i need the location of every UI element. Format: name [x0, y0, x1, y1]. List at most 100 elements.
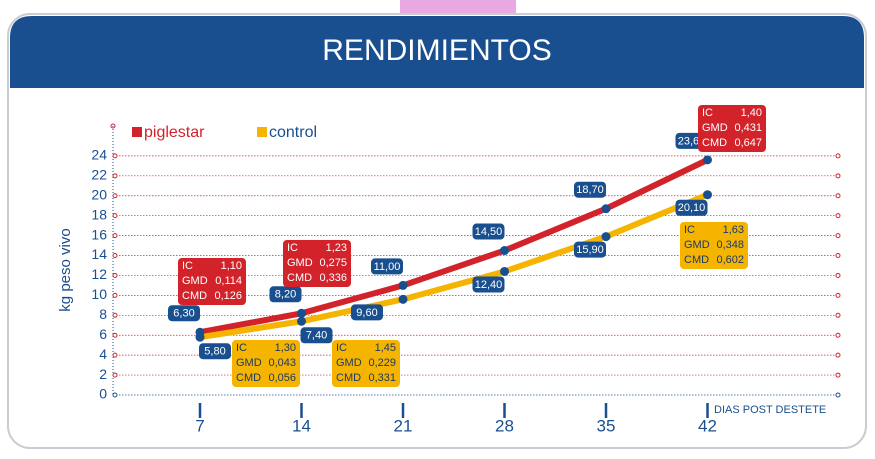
x-tick-label: 28: [495, 416, 514, 435]
value-label-box: [472, 223, 505, 240]
y-tick-label: 4: [99, 346, 107, 362]
value-label-box: [168, 305, 200, 322]
point: [195, 332, 205, 342]
annotation: IC 1,63 GMD 0,348 CMD 0,602: [680, 222, 748, 269]
x-tick-label: 21: [394, 416, 413, 435]
annotation-value: 0,056: [268, 372, 296, 384]
value-label: 20,10: [678, 202, 706, 214]
value-label: 5,80: [204, 346, 225, 358]
grid-end: [835, 372, 841, 378]
grid-end: [835, 352, 841, 358]
annotation-box: [332, 340, 400, 387]
y-tick-label: 6: [99, 326, 107, 342]
grid-end: [835, 332, 841, 338]
y-tick-label: 0: [99, 386, 107, 402]
annotation-key: CMD: [684, 254, 709, 266]
grid-end: [112, 352, 118, 358]
annotation-value: 1,45: [375, 342, 396, 354]
y-tick-label: 12: [91, 266, 107, 282]
grid-end: [112, 153, 118, 159]
y-tick-label: 10: [91, 286, 107, 302]
annotation-key: GMD: [684, 239, 710, 251]
grid-end: [835, 193, 841, 199]
grid-end: [112, 312, 118, 318]
annotation-value: 1,10: [221, 260, 242, 272]
y-tick-label: 22: [91, 167, 107, 183]
value-label: 6,30: [173, 308, 194, 320]
grid-end: [112, 392, 118, 398]
value-label-box: [199, 343, 231, 360]
annotation-value: 0,602: [716, 254, 744, 266]
annotation-key: IC: [287, 242, 298, 254]
annotation-key: IC: [336, 342, 347, 354]
y-tick-label: 2: [99, 366, 107, 382]
point: [398, 280, 408, 290]
annotation: IC 1,45 GMD 0,229 CMD 0,331: [332, 340, 400, 387]
axis-end: [110, 123, 116, 129]
point: [703, 155, 712, 165]
point: [601, 204, 611, 214]
point: [601, 232, 611, 242]
annotation-key: CMD: [287, 272, 312, 284]
value-label-box: [269, 286, 302, 303]
value-label: 9,60: [356, 307, 377, 319]
point: [398, 294, 408, 304]
annotation-value: 0,331: [368, 372, 396, 384]
y-tick-label: 24: [91, 147, 107, 163]
annotation: IC 1,10 GMD 0,114 CMD 0,126: [178, 258, 246, 305]
annotation-box: [232, 340, 300, 387]
chart-title: RENDIMIENTOS: [322, 34, 551, 67]
x-axis-label: DIAS POST DESTETE: [714, 404, 826, 416]
value-label-box: [574, 241, 606, 258]
annotation-key: CMD: [236, 372, 261, 384]
card: [7, 13, 867, 449]
series-line: [197, 191, 711, 341]
x-tick-label: 35: [597, 416, 616, 435]
annotation: IC 1,40 GMD 0,431 CMD 0,647: [698, 105, 766, 152]
annotation-box: [283, 240, 351, 287]
grid-end: [835, 312, 841, 318]
value-label: 15,90: [576, 244, 604, 256]
value-label-box: [472, 276, 505, 293]
value-label: 11,00: [374, 261, 401, 273]
annotation-value: 1,30: [275, 342, 296, 354]
x-tick-label: 14: [292, 416, 311, 435]
annotation: IC 1,30 GMD 0,043 CMD 0,056: [232, 340, 300, 387]
annotation-value: 1,40: [741, 107, 762, 119]
grid-end: [112, 272, 118, 278]
annotation-value: 0,275: [319, 257, 347, 269]
grid-end: [112, 193, 118, 199]
annotation-box: [698, 105, 766, 152]
annotation-value: 1,23: [326, 242, 347, 254]
point: [297, 316, 306, 326]
x-tick-label: 7: [195, 416, 204, 435]
header: [10, 16, 864, 88]
x-tick-label: 42: [698, 416, 717, 435]
point: [297, 308, 306, 318]
grid-end: [112, 173, 118, 179]
annotation-value: 1,63: [723, 224, 744, 236]
y-axis-label: kg peso vivo: [57, 228, 74, 311]
annotation-value: 0,114: [215, 275, 242, 287]
annotation-value: 0,336: [319, 272, 347, 284]
annotation-key: GMD: [236, 357, 262, 369]
grid-end: [835, 292, 841, 298]
grid-end: [835, 392, 841, 398]
value-label: 7,40: [306, 330, 327, 342]
value-label: 8,20: [275, 289, 296, 301]
annotation-key: IC: [236, 342, 247, 354]
annotation-key: CMD: [336, 372, 361, 384]
grid-end: [835, 253, 841, 259]
grid-end: [112, 372, 118, 378]
grid-end: [112, 213, 118, 219]
grid-end: [112, 233, 118, 239]
annotation-key: GMD: [182, 275, 208, 287]
grid-end: [835, 213, 841, 219]
y-tick-label: 20: [91, 186, 107, 202]
grid-end: [112, 253, 118, 259]
series-line: [197, 156, 711, 336]
y-tick-label: 14: [91, 246, 107, 262]
legend-label: control: [269, 124, 317, 141]
annotation-key: CMD: [182, 290, 207, 302]
